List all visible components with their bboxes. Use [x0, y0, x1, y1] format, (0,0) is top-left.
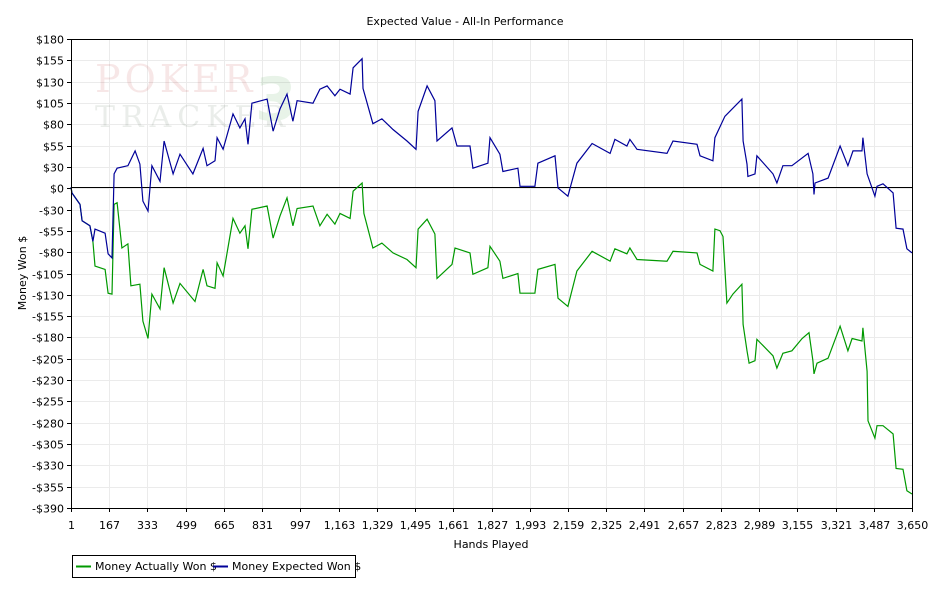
- y-tick-label: -$390: [32, 503, 64, 516]
- y-tick-label: -$130: [32, 290, 64, 303]
- series-line-actual: [70, 181, 913, 495]
- svg-text:TRACKER: TRACKER: [95, 100, 291, 135]
- y-tick-label: $0: [50, 183, 64, 196]
- series-line-expected: [70, 57, 913, 260]
- x-tick-label: 1,827: [477, 519, 509, 532]
- x-tick-label: 499: [176, 519, 197, 532]
- y-tick-label: $155: [36, 55, 64, 68]
- x-tick-label: 3,321: [821, 519, 853, 532]
- y-tick-label: -$30: [39, 205, 64, 218]
- x-tick-label: 2,657: [668, 519, 700, 532]
- svg-text:POKER: POKER: [95, 57, 256, 101]
- y-tick-label: -$180: [32, 332, 64, 345]
- y-axis-label: Money Won $: [16, 236, 29, 310]
- x-tick-label: 2,989: [744, 519, 776, 532]
- x-tick-label: 831: [252, 519, 273, 532]
- plot-border: [71, 39, 913, 509]
- legend-label-expected: Money Expected Won $: [232, 560, 361, 573]
- y-tick-label: -$105: [32, 269, 64, 282]
- x-tick-label: 3,155: [782, 519, 814, 532]
- y-tick-label: -$80: [39, 247, 64, 260]
- x-tick-label: 3,650: [897, 519, 929, 532]
- y-axis-ticks: $180 $155 $130 $105 $80 $55 $30 $0 -$30 -$55 -$80 -…: [32, 34, 71, 516]
- y-tick-label: $180: [36, 34, 64, 47]
- x-tick-label: 2,159: [553, 519, 585, 532]
- x-tick-label: 1: [68, 519, 75, 532]
- watermark-logo: POKER TRACKER 3: [95, 57, 297, 135]
- x-tick-label: 1,495: [400, 519, 432, 532]
- legend-label-actual: Money Actually Won $: [95, 560, 217, 573]
- legend: Money Actually Won $ Money Expected Won …: [72, 555, 361, 578]
- y-tick-label: $80: [43, 119, 64, 132]
- x-tick-label: 1,163: [324, 519, 356, 532]
- x-tick-label: 665: [214, 519, 235, 532]
- y-tick-label: -$330: [32, 460, 64, 473]
- x-tick-label: 1,993: [515, 519, 547, 532]
- y-tick-label: -$155: [32, 311, 64, 324]
- y-tick-label: -$230: [32, 375, 64, 388]
- y-tick-label: -$280: [32, 418, 64, 431]
- x-axis-ticks: 1 167 333 499 665 831 997 1,163 1,329 1,495 1,661 1…: [68, 508, 928, 532]
- y-tick-label: $30: [43, 162, 64, 175]
- x-tick-label: 2,491: [629, 519, 661, 532]
- x-tick-label: 997: [290, 519, 311, 532]
- x-axis-label: Hands Played: [454, 538, 529, 551]
- x-tick-label: 2,823: [706, 519, 738, 532]
- y-tick-label: -$205: [32, 354, 64, 367]
- x-tick-label: 1,661: [438, 519, 470, 532]
- y-tick-label: -$55: [39, 226, 64, 239]
- y-tick-label: $55: [43, 141, 64, 154]
- x-tick-label: 167: [99, 519, 120, 532]
- x-tick-label: 1,329: [362, 519, 394, 532]
- x-tick-label: 3,487: [859, 519, 891, 532]
- y-tick-label: -$255: [32, 396, 64, 409]
- x-tick-label: 333: [137, 519, 158, 532]
- x-tick-label: 2,325: [591, 519, 623, 532]
- y-tick-label: $105: [36, 98, 64, 111]
- series-lines: [70, 57, 913, 495]
- y-tick-label: $130: [36, 77, 64, 90]
- y-tick-label: -$305: [32, 439, 64, 452]
- svg-text:3: 3: [255, 65, 297, 135]
- y-tick-label: -$355: [32, 482, 64, 495]
- chart-title: Expected Value - All-In Performance: [366, 15, 563, 28]
